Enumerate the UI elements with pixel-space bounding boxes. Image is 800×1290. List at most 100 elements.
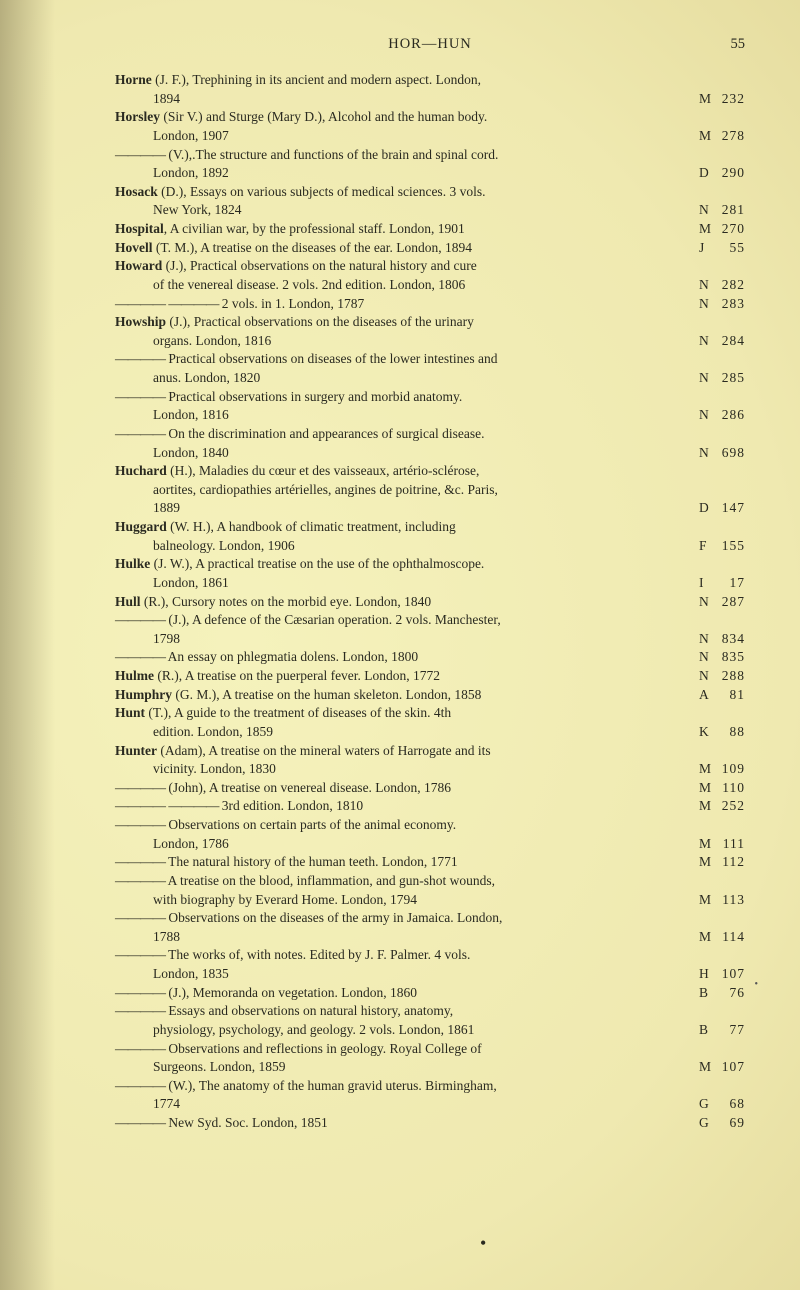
- reference-number: 77: [715, 1021, 745, 1040]
- entry-first-line: Horne (J. F.), Trephining in its ancient…: [115, 71, 675, 90]
- reference-number: 113: [715, 891, 745, 910]
- entry-continuation-line: New York, 1824: [115, 201, 675, 220]
- entry-first-line: ———— ———— 3rd edition. London, 1810: [115, 797, 675, 816]
- entry-text: ———— Essays and observations on natural …: [115, 1002, 685, 1039]
- entry-reference: K88: [685, 723, 745, 742]
- entry-reference: B77: [685, 1021, 745, 1040]
- entry-reference: G69: [685, 1114, 745, 1133]
- entry-reference: H107: [685, 965, 745, 984]
- reference-number: 69: [715, 1114, 745, 1133]
- bibliography-entry: Howard (J.), Practical observations on t…: [115, 257, 745, 294]
- bibliography-entry: ———— Essays and observations on natural …: [115, 1002, 745, 1039]
- entry-first-line: ———— New Syd. Soc. London, 1851: [115, 1114, 675, 1133]
- entry-reference: N835: [685, 648, 745, 667]
- reference-number: 288: [715, 667, 745, 686]
- entry-first-line: Huchard (H.), Maladies du cœur et des va…: [115, 462, 675, 481]
- entry-first-line: ———— A treatise on the blood, inflammati…: [115, 872, 675, 891]
- reference-letter: J: [699, 239, 715, 258]
- reference-letter: D: [699, 499, 715, 518]
- entry-reference: A81: [685, 686, 745, 705]
- entry-continuation-line: vicinity. London, 1830: [115, 760, 675, 779]
- reference-number: 111: [715, 835, 745, 854]
- entry-reference: N284: [685, 332, 745, 351]
- entry-reference: N282: [685, 276, 745, 295]
- entry-text: ———— The natural history of the human te…: [115, 853, 685, 872]
- reference-number: 88: [715, 723, 745, 742]
- entry-text: Horsley (Sir V.) and Sturge (Mary D.), A…: [115, 108, 685, 145]
- bibliography-entry: ———— Practical observations in surgery a…: [115, 388, 745, 425]
- entry-first-line: ———— The natural history of the human te…: [115, 853, 675, 872]
- entry-first-line: Hull (R.), Cursory notes on the morbid e…: [115, 593, 675, 612]
- reference-letter: M: [699, 760, 715, 779]
- entry-continuation-line: London, 1816: [115, 406, 675, 425]
- entry-first-line: ———— (John), A treatise on venereal dise…: [115, 779, 675, 798]
- bibliography-entry: Hospital, A civilian war, by the profess…: [115, 220, 745, 239]
- bibliography-entry: Hunter (Adam), A treatise on the mineral…: [115, 742, 745, 779]
- entry-reference: F155: [685, 537, 745, 556]
- entry-reference: M107: [685, 1058, 745, 1077]
- reference-letter: G: [699, 1095, 715, 1114]
- reference-number: 834: [715, 630, 745, 649]
- entry-first-line: Hunt (T.), A guide to the treatment of d…: [115, 704, 675, 723]
- entry-continuation-line: London, 1861: [115, 574, 675, 593]
- entry-reference: M109: [685, 760, 745, 779]
- entry-first-line: ———— (J.), Memoranda on vegetation. Lond…: [115, 984, 675, 1003]
- entry-first-line: ———— The works of, with notes. Edited by…: [115, 946, 675, 965]
- bibliography-entry: ———— An essay on phlegmatia dolens. Lond…: [115, 648, 745, 667]
- entry-text: Hovell (T. M.), A treatise on the diseas…: [115, 239, 685, 258]
- entry-text: ———— An essay on phlegmatia dolens. Lond…: [115, 648, 685, 667]
- bibliography-entry: ———— (J.), Memoranda on vegetation. Lond…: [115, 984, 745, 1003]
- entry-continuation-line: of the venereal disease. 2 vols. 2nd edi…: [115, 276, 675, 295]
- reference-letter: M: [699, 779, 715, 798]
- reference-number: 290: [715, 164, 745, 183]
- entry-first-line: ———— Practical observations in surgery a…: [115, 388, 675, 407]
- entry-continuation-line: 1894: [115, 90, 675, 109]
- entry-text: ———— New Syd. Soc. London, 1851: [115, 1114, 685, 1133]
- entry-first-line: Humphry (G. M.), A treatise on the human…: [115, 686, 675, 705]
- reference-letter: A: [699, 686, 715, 705]
- entry-text: Hunt (T.), A guide to the treatment of d…: [115, 704, 685, 741]
- entry-reference: N287: [685, 593, 745, 612]
- reference-number: 107: [715, 1058, 745, 1077]
- reference-number: 281: [715, 201, 745, 220]
- entry-reference: N283: [685, 295, 745, 314]
- reference-number: 76: [715, 984, 745, 1003]
- entry-continuation-line: 1798: [115, 630, 675, 649]
- entry-reference: M252: [685, 797, 745, 816]
- entry-reference: M110: [685, 779, 745, 798]
- entry-continuation-line: anus. London, 1820: [115, 369, 675, 388]
- entry-text: Howard (J.), Practical observations on t…: [115, 257, 685, 294]
- reference-letter: M: [699, 835, 715, 854]
- entry-reference: J55: [685, 239, 745, 258]
- entry-reference: D290: [685, 164, 745, 183]
- reference-letter: N: [699, 276, 715, 295]
- entry-first-line: ———— An essay on phlegmatia dolens. Lond…: [115, 648, 675, 667]
- entry-continuation-line: London, 1907: [115, 127, 675, 146]
- bibliography-entry: ———— Observations on the diseases of the…: [115, 909, 745, 946]
- bibliography-entry: ———— Practical observations on diseases …: [115, 350, 745, 387]
- entry-first-line: ———— Essays and observations on natural …: [115, 1002, 675, 1021]
- header-spacer: [115, 36, 145, 53]
- bibliography-entry: Horne (J. F.), Trephining in its ancient…: [115, 71, 745, 108]
- reference-letter: M: [699, 891, 715, 910]
- reference-number: 698: [715, 444, 745, 463]
- reference-letter: N: [699, 332, 715, 351]
- entry-text: Hosack (D.), Essays on various subjects …: [115, 183, 685, 220]
- entry-reference: N285: [685, 369, 745, 388]
- entry-first-line: Huggard (W. H.), A handbook of climatic …: [115, 518, 675, 537]
- entry-text: ———— ———— 3rd edition. London, 1810: [115, 797, 685, 816]
- reference-number: 284: [715, 332, 745, 351]
- entry-text: ———— ———— 2 vols. in 1. London, 1787: [115, 295, 685, 314]
- entry-first-line: ———— (W.), The anatomy of the human grav…: [115, 1077, 675, 1096]
- bibliography-entry: ———— Observations and reflections in geo…: [115, 1040, 745, 1077]
- entry-first-line: Howship (J.), Practical observations on …: [115, 313, 675, 332]
- entry-text: ———— (V.),.The structure and functions o…: [115, 146, 685, 183]
- entry-continuation-line: organs. London, 1816: [115, 332, 675, 351]
- entry-text: ———— On the discrimination and appearanc…: [115, 425, 685, 462]
- entry-reference: N281: [685, 201, 745, 220]
- reference-letter: M: [699, 853, 715, 872]
- reference-number: 81: [715, 686, 745, 705]
- bullet-mark: •: [480, 1233, 486, 1254]
- entry-first-line: Hovell (T. M.), A treatise on the diseas…: [115, 239, 675, 258]
- entry-reference: G68: [685, 1095, 745, 1114]
